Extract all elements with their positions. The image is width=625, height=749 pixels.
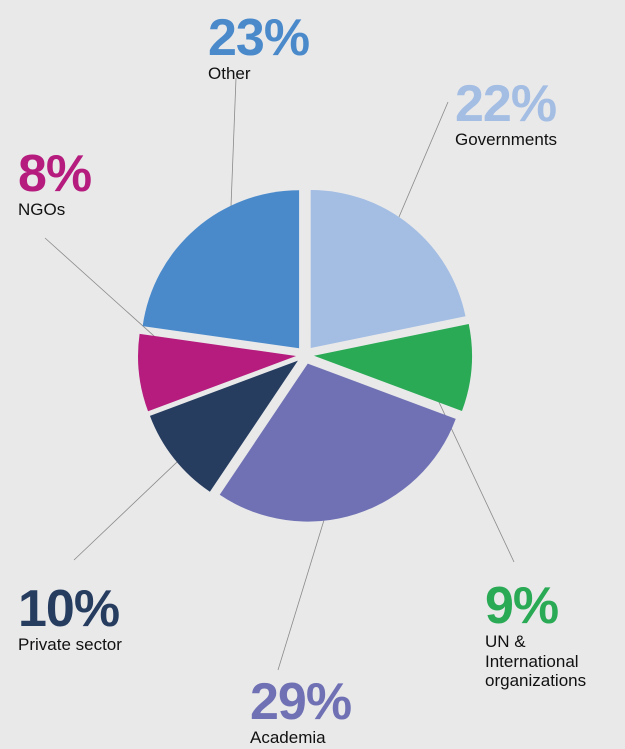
- slice-percent: 22%: [455, 75, 557, 133]
- slice-name: International: [485, 651, 579, 671]
- slice-name: Academia: [250, 728, 326, 747]
- slice-name: organizations: [485, 671, 587, 691]
- slice-percent: 9%: [485, 577, 559, 635]
- slice-label: 23% Other: [208, 9, 310, 84]
- slice-label: 10% Private sector: [18, 583, 122, 655]
- pie-slice-governments: [310, 190, 466, 349]
- slice-name: Other: [208, 64, 251, 83]
- slice-name: UN &: [485, 632, 526, 651]
- pie-slice-ngos: [138, 333, 297, 412]
- slice-name: NGOs: [18, 200, 66, 219]
- slice-label: 22% Governments: [455, 78, 557, 150]
- slice-percent: 10%: [18, 580, 120, 638]
- pie-slice-academia: [219, 363, 456, 522]
- slice-name: Private sector: [18, 635, 122, 654]
- slice-label: 8% NGOs: [18, 145, 92, 220]
- slice-label: 9% UN & International organizations: [485, 580, 586, 691]
- pie-slice-private-sector: [149, 360, 298, 492]
- slice-label: 29% Academia: [250, 673, 352, 748]
- slice-name: Governments: [455, 130, 558, 149]
- pie-slices: [138, 190, 472, 522]
- pie-slice-un-international-organizations: [313, 323, 472, 412]
- slice-percent: 8%: [18, 145, 92, 203]
- pie-slice-other: [142, 190, 300, 349]
- slice-percent: 29%: [250, 673, 352, 731]
- slice-percent: 23%: [208, 9, 310, 67]
